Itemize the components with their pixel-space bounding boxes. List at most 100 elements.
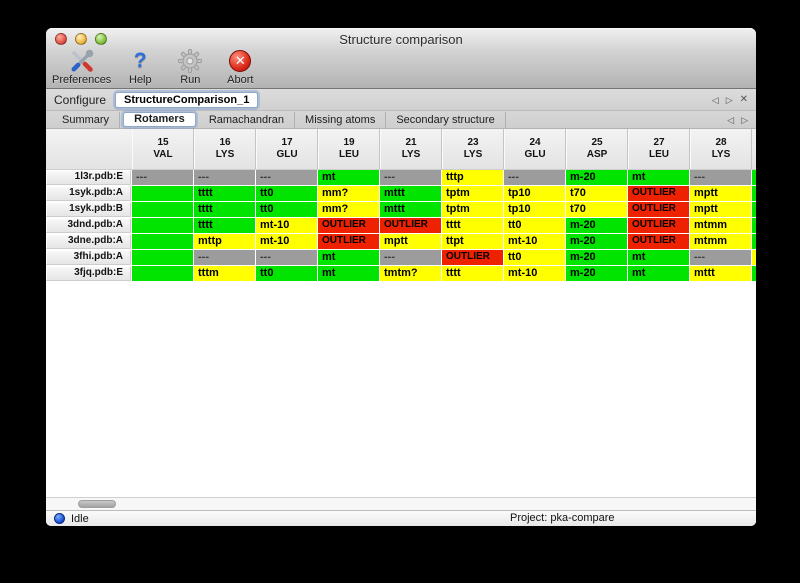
- rotamer-cell[interactable]: ---: [690, 170, 751, 185]
- rotamer-cell[interactable]: tttt: [442, 266, 503, 281]
- rotamer-cell[interactable]: mt: [318, 250, 379, 265]
- configuration-selector[interactable]: StructureComparison_1: [115, 91, 259, 108]
- rotamer-cell[interactable]: [132, 202, 193, 217]
- row-label[interactable]: 3dnd.pdb:A: [46, 218, 131, 233]
- forward-arrow-icon[interactable]: ▷: [725, 94, 733, 105]
- rotamer-cell[interactable]: tmtm?: [380, 266, 441, 281]
- row-label[interactable]: 3dne.pdb:A: [46, 234, 131, 249]
- rotamer-cell[interactable]: m-20: [566, 218, 627, 233]
- rotamer-cell[interactable]: [132, 218, 193, 233]
- rotamer-cell[interactable]: ---: [256, 170, 317, 185]
- rotamer-cell[interactable]: OUTLIER: [628, 234, 689, 249]
- rotamer-cell[interactable]: OUTLIER: [380, 218, 441, 233]
- rotamer-cell[interactable]: ---: [132, 170, 193, 185]
- rotamer-cell[interactable]: tttt: [194, 218, 255, 233]
- rotamer-cell[interactable]: ---: [380, 170, 441, 185]
- column-header-28: 28 LYS: [690, 129, 752, 169]
- forward-arrow-icon[interactable]: ▷: [741, 114, 748, 125]
- rotamer-cell[interactable]: tp10: [504, 186, 565, 201]
- tab-ramachandran[interactable]: Ramachandran: [199, 111, 296, 128]
- rotamer-cell[interactable]: ---: [194, 250, 255, 265]
- close-button[interactable]: [55, 33, 67, 45]
- rotamer-cell[interactable]: mt: [628, 170, 689, 185]
- rotamer-cell[interactable]: tt0: [504, 250, 565, 265]
- rotamer-cell[interactable]: tp10: [504, 202, 565, 217]
- rotamer-cell[interactable]: OUTLIER: [318, 234, 379, 249]
- corner-header: [46, 129, 132, 169]
- rotamer-cell[interactable]: ---: [194, 170, 255, 185]
- rotamer-cell[interactable]: mtmm: [690, 234, 751, 249]
- row-label[interactable]: 3fhi.pdb:A: [46, 250, 131, 265]
- rotamer-cell[interactable]: mt: [318, 266, 379, 281]
- rotamer-cell[interactable]: mt: [628, 250, 689, 265]
- rotamer-cell[interactable]: mttp: [194, 234, 255, 249]
- preferences-button[interactable]: Preferences: [52, 48, 111, 86]
- rotamer-cell[interactable]: mptt: [690, 186, 751, 201]
- rotamer-cell[interactable]: OUTLIER: [628, 186, 689, 201]
- rotamer-cell[interactable]: m-20: [566, 234, 627, 249]
- rotamer-cell[interactable]: [132, 266, 193, 281]
- tab-summary[interactable]: Summary: [52, 111, 121, 128]
- rotamer-cell[interactable]: ---: [504, 170, 565, 185]
- rotamer-cell[interactable]: ---: [690, 250, 751, 265]
- rotamer-cell[interactable]: m-20: [566, 250, 627, 265]
- rotamer-cell[interactable]: mt-10: [504, 266, 565, 281]
- rotamer-cell[interactable]: [132, 234, 193, 249]
- rotamer-cell[interactable]: ttpt: [442, 234, 503, 249]
- rotamer-cell[interactable]: tttt: [194, 202, 255, 217]
- tab-missing-atoms[interactable]: Missing atoms: [295, 111, 387, 128]
- minimize-button[interactable]: [75, 33, 87, 45]
- rotamer-cell[interactable]: mptt: [690, 202, 751, 217]
- rotamer-cell[interactable]: m-20: [566, 170, 627, 185]
- rotamer-cell[interactable]: mt-10: [256, 234, 317, 249]
- row-label[interactable]: 1syk.pdb:A: [46, 186, 131, 201]
- rotamer-cell[interactable]: OUTLIER: [628, 202, 689, 217]
- rotamer-cell[interactable]: mt: [318, 170, 379, 185]
- rotamer-cell[interactable]: mttt: [690, 266, 751, 281]
- rotamer-cell[interactable]: OUTLIER: [442, 250, 503, 265]
- rotamer-cell[interactable]: mt: [628, 266, 689, 281]
- rotamer-cell[interactable]: [132, 250, 193, 265]
- zoom-button[interactable]: [95, 33, 107, 45]
- rotamer-cell[interactable]: t70: [566, 186, 627, 201]
- help-button[interactable]: ? Help: [119, 48, 161, 87]
- rotamer-cell[interactable]: m-20: [566, 266, 627, 281]
- rotamer-cell[interactable]: tttt: [194, 186, 255, 201]
- rotamer-cell[interactable]: mt-10: [504, 234, 565, 249]
- rotamer-cell[interactable]: tttm: [194, 266, 255, 281]
- run-button[interactable]: Run: [169, 48, 211, 86]
- rotamer-cell[interactable]: mm?: [318, 202, 379, 217]
- row-label[interactable]: 1syk.pdb:B: [46, 202, 131, 217]
- rotamer-cell[interactable]: tttp: [442, 170, 503, 185]
- rotamer-cell[interactable]: ---: [256, 250, 317, 265]
- rotamer-cell[interactable]: tptm: [442, 186, 503, 201]
- rotamer-cell[interactable]: t70: [566, 202, 627, 217]
- rotamer-cell[interactable]: tptm: [442, 202, 503, 217]
- abort-button[interactable]: ✕ Abort: [219, 48, 261, 86]
- rotamer-cell[interactable]: tt0: [504, 218, 565, 233]
- back-arrow-icon[interactable]: ◁: [727, 114, 735, 125]
- horizontal-scrollbar[interactable]: [46, 497, 756, 510]
- rotamer-cell[interactable]: tttt: [442, 218, 503, 233]
- titlebar[interactable]: Structure comparison: [46, 28, 756, 48]
- back-arrow-icon[interactable]: ◁: [711, 94, 719, 105]
- rotamer-cell[interactable]: mttt: [380, 186, 441, 201]
- row-label[interactable]: 1l3r.pdb:E: [46, 170, 131, 185]
- rotamer-cell[interactable]: mptt: [380, 234, 441, 249]
- rotamer-cell[interactable]: ---: [380, 250, 441, 265]
- rotamer-cell[interactable]: mt-10: [256, 218, 317, 233]
- tab-secondary-structure[interactable]: Secondary structure: [386, 111, 506, 128]
- close-pane-icon[interactable]: ✕: [739, 94, 748, 105]
- rotamer-cell[interactable]: mttt: [380, 202, 441, 217]
- rotamer-cell[interactable]: tt0: [256, 266, 317, 281]
- rotamer-cell[interactable]: [132, 186, 193, 201]
- rotamer-cell[interactable]: mtmm: [690, 218, 751, 233]
- rotamer-cell[interactable]: OUTLIER: [318, 218, 379, 233]
- scrollbar-thumb[interactable]: [78, 500, 116, 508]
- row-label[interactable]: 3fjq.pdb:E: [46, 266, 131, 281]
- rotamer-cell[interactable]: tt0: [256, 186, 317, 201]
- rotamer-cell[interactable]: tt0: [256, 202, 317, 217]
- rotamer-cell[interactable]: OUTLIER: [628, 218, 689, 233]
- tab-rotamers[interactable]: Rotamers: [123, 112, 196, 127]
- rotamer-cell[interactable]: mm?: [318, 186, 379, 201]
